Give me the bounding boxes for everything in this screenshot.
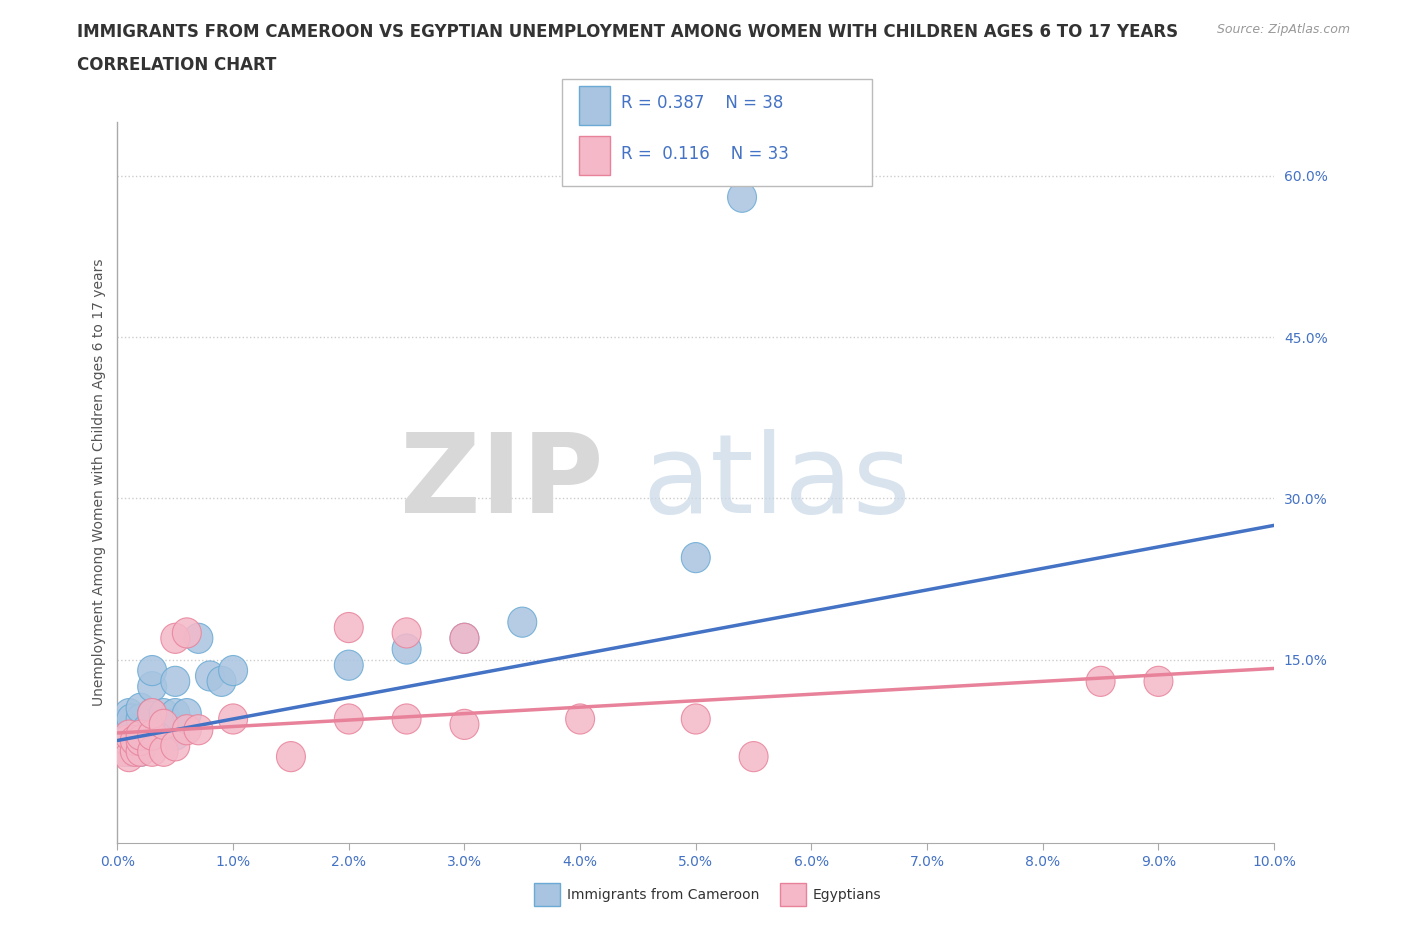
Text: CORRELATION CHART: CORRELATION CHART	[77, 56, 277, 73]
Ellipse shape	[173, 698, 201, 729]
Ellipse shape	[149, 737, 179, 766]
Ellipse shape	[450, 623, 479, 654]
Ellipse shape	[112, 720, 141, 751]
Ellipse shape	[138, 737, 166, 766]
Ellipse shape	[392, 704, 420, 734]
Text: R =  0.116    N = 33: R = 0.116 N = 33	[621, 145, 789, 163]
Ellipse shape	[565, 704, 595, 734]
Ellipse shape	[127, 693, 155, 724]
Ellipse shape	[392, 634, 420, 664]
Ellipse shape	[121, 737, 149, 766]
Ellipse shape	[127, 714, 155, 745]
Ellipse shape	[107, 731, 135, 761]
Ellipse shape	[149, 698, 179, 729]
Ellipse shape	[155, 710, 184, 739]
Ellipse shape	[184, 623, 212, 654]
Ellipse shape	[727, 182, 756, 212]
Ellipse shape	[173, 618, 201, 648]
Ellipse shape	[127, 737, 155, 766]
Ellipse shape	[149, 710, 179, 739]
Text: IMMIGRANTS FROM CAMEROON VS EGYPTIAN UNEMPLOYMENT AMONG WOMEN WITH CHILDREN AGES: IMMIGRANTS FROM CAMEROON VS EGYPTIAN UNE…	[77, 23, 1178, 41]
Ellipse shape	[138, 710, 166, 739]
Ellipse shape	[450, 710, 479, 739]
Y-axis label: Unemployment Among Women with Children Ages 6 to 17 years: Unemployment Among Women with Children A…	[93, 259, 107, 706]
Ellipse shape	[114, 698, 143, 729]
Ellipse shape	[450, 623, 479, 654]
Ellipse shape	[219, 656, 247, 685]
Ellipse shape	[121, 725, 149, 755]
Ellipse shape	[149, 710, 179, 739]
Text: Egyptians: Egyptians	[813, 887, 882, 902]
Ellipse shape	[117, 704, 146, 734]
Ellipse shape	[112, 725, 141, 755]
Text: Immigrants from Cameroon: Immigrants from Cameroon	[567, 887, 759, 902]
Ellipse shape	[127, 737, 155, 766]
Ellipse shape	[114, 714, 143, 745]
Ellipse shape	[114, 741, 143, 772]
Text: ZIP: ZIP	[399, 429, 603, 536]
Ellipse shape	[121, 737, 149, 766]
Ellipse shape	[138, 720, 166, 751]
Ellipse shape	[335, 650, 363, 680]
Ellipse shape	[335, 613, 363, 643]
Ellipse shape	[682, 704, 710, 734]
Ellipse shape	[207, 666, 236, 697]
Ellipse shape	[138, 698, 166, 729]
Ellipse shape	[740, 741, 768, 772]
Ellipse shape	[138, 698, 166, 729]
Ellipse shape	[121, 725, 149, 755]
Ellipse shape	[138, 720, 166, 751]
Ellipse shape	[127, 725, 155, 755]
Ellipse shape	[335, 704, 363, 734]
Ellipse shape	[160, 623, 190, 654]
Ellipse shape	[114, 720, 143, 751]
Ellipse shape	[138, 656, 166, 685]
Ellipse shape	[682, 542, 710, 573]
Ellipse shape	[127, 725, 155, 755]
Ellipse shape	[508, 607, 537, 637]
Ellipse shape	[277, 741, 305, 772]
Ellipse shape	[114, 725, 143, 755]
Text: Source: ZipAtlas.com: Source: ZipAtlas.com	[1216, 23, 1350, 36]
Ellipse shape	[108, 710, 138, 739]
Ellipse shape	[160, 731, 190, 761]
Ellipse shape	[195, 661, 225, 691]
Ellipse shape	[184, 714, 212, 745]
Ellipse shape	[1144, 666, 1173, 697]
Ellipse shape	[108, 731, 138, 761]
Ellipse shape	[108, 737, 138, 766]
Ellipse shape	[160, 666, 190, 697]
Ellipse shape	[114, 737, 143, 766]
Text: R = 0.387    N = 38: R = 0.387 N = 38	[621, 94, 783, 112]
Text: atlas: atlas	[643, 429, 911, 536]
Ellipse shape	[138, 671, 166, 702]
Ellipse shape	[160, 698, 190, 729]
Ellipse shape	[219, 704, 247, 734]
Ellipse shape	[127, 704, 155, 734]
Ellipse shape	[127, 720, 155, 751]
Ellipse shape	[1087, 666, 1115, 697]
Ellipse shape	[392, 618, 420, 648]
Ellipse shape	[173, 714, 201, 745]
Ellipse shape	[132, 714, 160, 745]
Ellipse shape	[160, 720, 190, 751]
